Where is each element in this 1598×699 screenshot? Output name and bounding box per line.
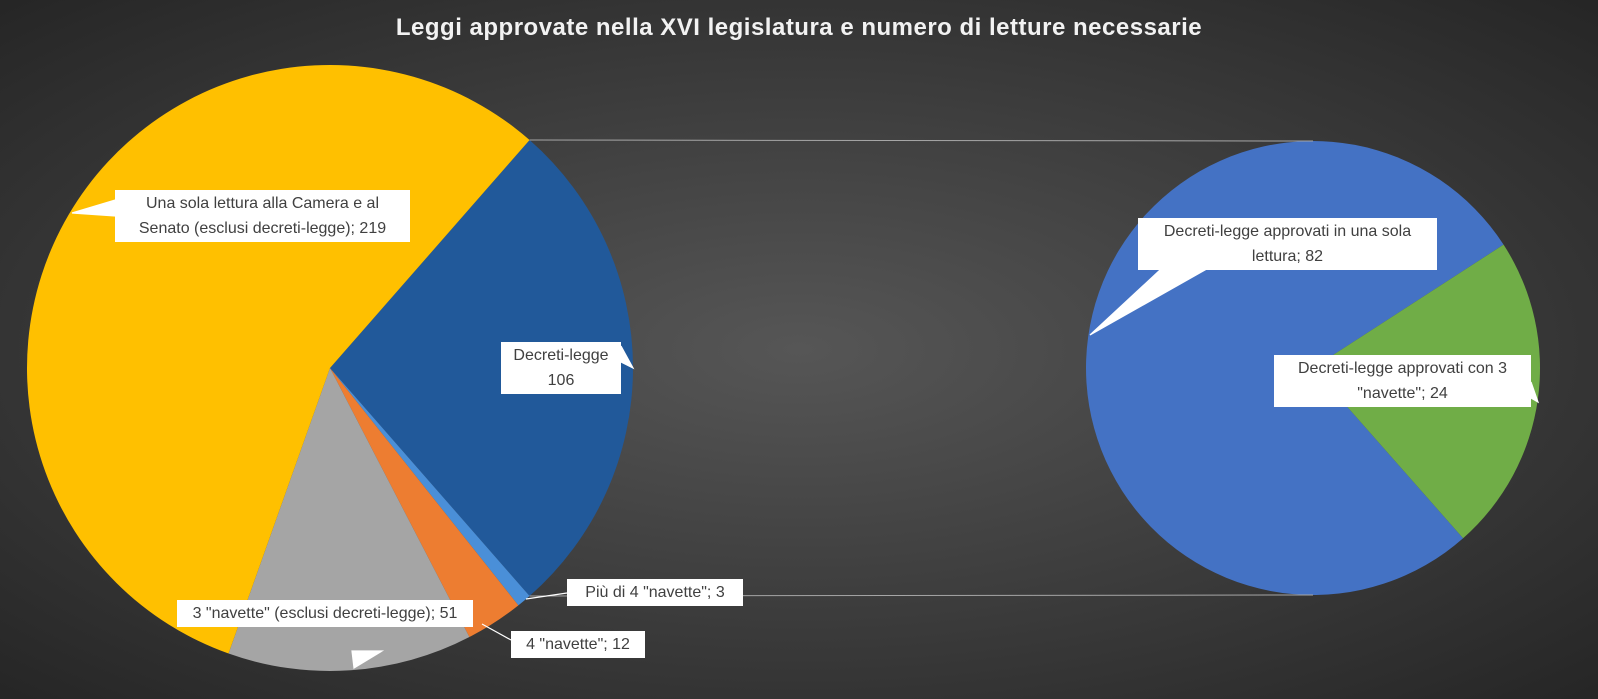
pie-slice — [330, 368, 530, 606]
data-label: 3 "navette" (esclusi decreti-legge); 51 — [177, 600, 473, 627]
callout — [620, 345, 635, 370]
data-label: Decreti-legge approvati con 3 "navette";… — [1274, 355, 1531, 407]
connector-line — [529, 139, 1314, 142]
pie-slice — [228, 368, 470, 671]
callouts — [71, 199, 1540, 669]
data-label: 4 "navette"; 12 — [511, 631, 645, 658]
data-label: Decreti-legge approvati in una sola lett… — [1138, 218, 1437, 270]
callout — [481, 623, 512, 641]
callout — [1530, 381, 1540, 404]
data-label: Più di 4 "navette"; 3 — [567, 579, 743, 606]
callout — [1089, 269, 1208, 336]
callout — [525, 592, 568, 600]
chart-title: Leggi approvate nella XVI legislatura e … — [395, 14, 1203, 41]
pie-slice — [330, 368, 519, 638]
callout — [351, 650, 385, 669]
pie-slice — [330, 140, 634, 596]
data-label: Una sola lettura alla Camera e al Senato… — [115, 190, 410, 242]
data-label: Decreti-legge 106 — [501, 342, 621, 394]
